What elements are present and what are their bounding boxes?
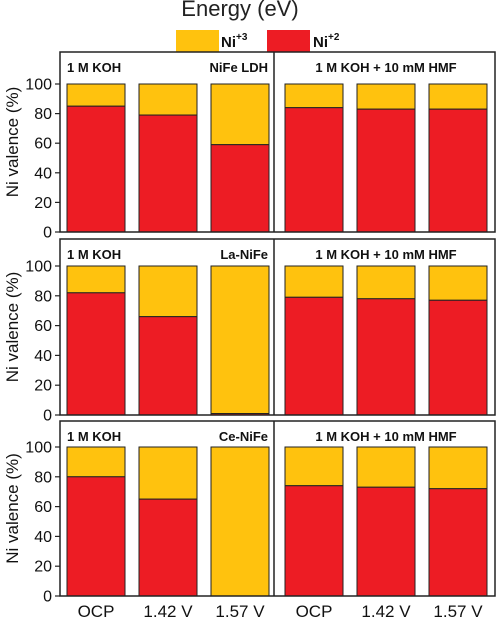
x-category-label: 1.57 V <box>433 602 483 621</box>
bar-ni3-segment <box>428 265 488 301</box>
bar-ni2-segment <box>428 108 488 233</box>
y-tick-label: 60 <box>34 136 52 153</box>
y-axis-label: Ni valence (%) <box>3 453 22 564</box>
bar-ni2-segment <box>66 476 126 597</box>
bar-ni3-segment <box>284 446 344 487</box>
sample-label: NiFe LDH <box>210 60 269 75</box>
right-condition-label: 1 M KOH + 10 mM HMF <box>315 429 456 444</box>
bar-ni3-segment <box>138 83 198 116</box>
y-tick-label: 20 <box>34 559 52 576</box>
bar-ni2-segment <box>138 316 198 416</box>
sample-label: Ce-NiFe <box>219 429 268 444</box>
bar-ni3-segment <box>66 446 126 478</box>
y-tick-label: 100 <box>25 440 52 457</box>
y-tick-label: 0 <box>43 408 52 425</box>
legend-swatch-niplus2 <box>267 30 310 52</box>
figure-title: Energy (eV) <box>181 0 298 21</box>
bar-ni2-segment <box>356 298 416 416</box>
bar-ni2-segment <box>138 498 198 597</box>
bar-ni3-segment <box>210 446 270 597</box>
bar-ni3-segment <box>66 265 126 294</box>
panel-frame <box>59 51 496 233</box>
y-tick-label: 100 <box>25 259 52 276</box>
left-condition-label: 1 M KOH <box>67 247 121 262</box>
y-tick-label: 60 <box>34 318 52 335</box>
x-category-labels: OCP 1.42 V 1.57 V OCP 1.42 V 1.57 V <box>78 602 484 621</box>
bar-ni3-segment <box>284 83 344 109</box>
bar-ni3-segment <box>138 446 198 500</box>
bar-ni2-segment <box>284 296 344 416</box>
right-condition-label: 1 M KOH + 10 mM HMF <box>315 60 456 75</box>
bar-ni2-segment <box>428 488 488 597</box>
y-tick-label: 20 <box>34 378 52 395</box>
x-category-label: OCP <box>78 602 115 621</box>
y-tick-label: 0 <box>43 225 52 242</box>
y-tick-label: 40 <box>34 348 52 365</box>
bar-ni2-segment <box>356 108 416 233</box>
y-axis-label: Ni valence (%) <box>3 272 22 383</box>
bar-ni2-segment <box>138 114 198 233</box>
bar-ni3-segment <box>210 83 270 146</box>
bar-ni2-segment <box>66 292 126 416</box>
y-tick-label: 40 <box>34 529 52 546</box>
y-tick-label: 40 <box>34 165 52 182</box>
right-condition-label: 1 M KOH + 10 mM HMF <box>315 247 456 262</box>
x-category-label: 1.42 V <box>143 602 193 621</box>
y-tick-label: 100 <box>25 77 52 94</box>
bar-ni2-segment <box>428 299 488 416</box>
left-condition-label: 1 M KOH <box>67 429 121 444</box>
bar-ni2-segment <box>66 105 126 233</box>
legend: Ni+3 Ni+2 <box>176 30 340 52</box>
bar-ni2-segment <box>284 107 344 233</box>
y-tick-label: 0 <box>43 589 52 606</box>
bar-ni2-segment <box>210 144 270 233</box>
y-tick-label: 20 <box>34 195 52 212</box>
bar-ni3-segment <box>138 265 198 318</box>
x-category-label: OCP <box>296 602 333 621</box>
bar-ni3-segment <box>210 265 270 415</box>
panel-frame <box>59 238 496 416</box>
y-tick-label: 80 <box>34 106 52 123</box>
x-category-label: 1.42 V <box>361 602 411 621</box>
panel-frame <box>59 420 496 597</box>
bar-ni3-segment <box>284 265 344 298</box>
bar-ni3-segment <box>356 265 416 300</box>
bar-ni3-segment <box>428 83 488 110</box>
bar-ni3-segment <box>356 446 416 488</box>
bar-ni3-segment <box>66 83 126 107</box>
y-tick-label: 80 <box>34 288 52 305</box>
x-category-label: 1.57 V <box>215 602 265 621</box>
y-tick-label: 80 <box>34 469 52 486</box>
legend-swatch-niplus3 <box>176 30 219 52</box>
y-tick-label: 60 <box>34 499 52 516</box>
y-axis-label: Ni valence (%) <box>3 87 22 198</box>
legend-entry-label: Ni+2 <box>313 32 340 51</box>
legend-entry-label: Ni+3 <box>221 32 248 51</box>
bar-ni2-segment <box>356 486 416 597</box>
left-condition-label: 1 M KOH <box>67 60 121 75</box>
bar-ni3-segment <box>356 83 416 110</box>
bar-ni2-segment <box>284 485 344 597</box>
sample-label: La-NiFe <box>220 247 268 262</box>
bar-ni3-segment <box>428 446 488 490</box>
